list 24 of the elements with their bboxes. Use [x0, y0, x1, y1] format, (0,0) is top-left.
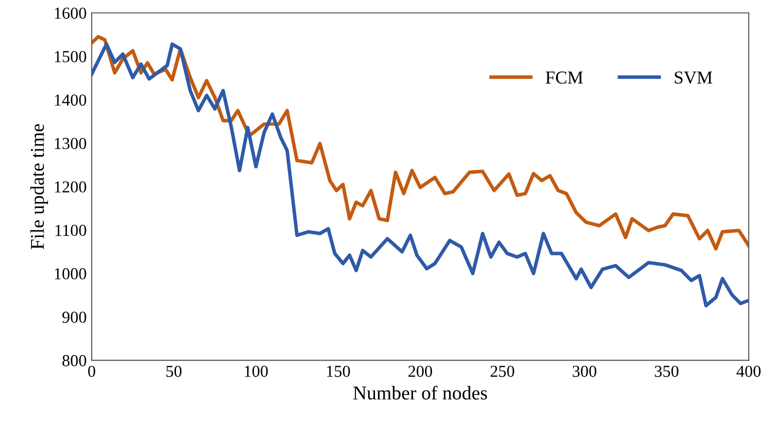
y-tick-label: 800 — [62, 355, 86, 366]
y-tick-label: 1600 — [54, 8, 86, 19]
x-tick-label: 150 — [327, 366, 350, 377]
y-tick-label: 1300 — [54, 138, 86, 150]
y-tick-label: 900 — [62, 312, 86, 323]
legend-label: FCM — [546, 72, 583, 84]
legend-label: SVM — [674, 72, 712, 84]
x-tick-label: 400 — [736, 366, 761, 377]
line-series — [92, 42, 749, 308]
line-series — [92, 35, 749, 250]
y-tick-label: 1100 — [56, 224, 86, 236]
x-tick-label: 100 — [244, 366, 268, 377]
x-tick-label: 200 — [408, 366, 432, 377]
x-tick-label: 350 — [654, 366, 678, 377]
x-tick-label: 0 — [88, 366, 96, 377]
x-tick-label: 250 — [490, 366, 514, 377]
x-tick-label: 300 — [572, 366, 596, 377]
y-tick-label: 1400 — [54, 94, 86, 106]
y-tick-label: 1000 — [54, 268, 86, 280]
y-axis-title: File update time — [30, 124, 48, 250]
y-tick-label: 1500 — [54, 51, 86, 62]
y-tick-label: 1200 — [54, 181, 86, 193]
x-tick-label: 50 — [166, 366, 182, 377]
x-axis-title: Number of nodes — [353, 386, 487, 400]
